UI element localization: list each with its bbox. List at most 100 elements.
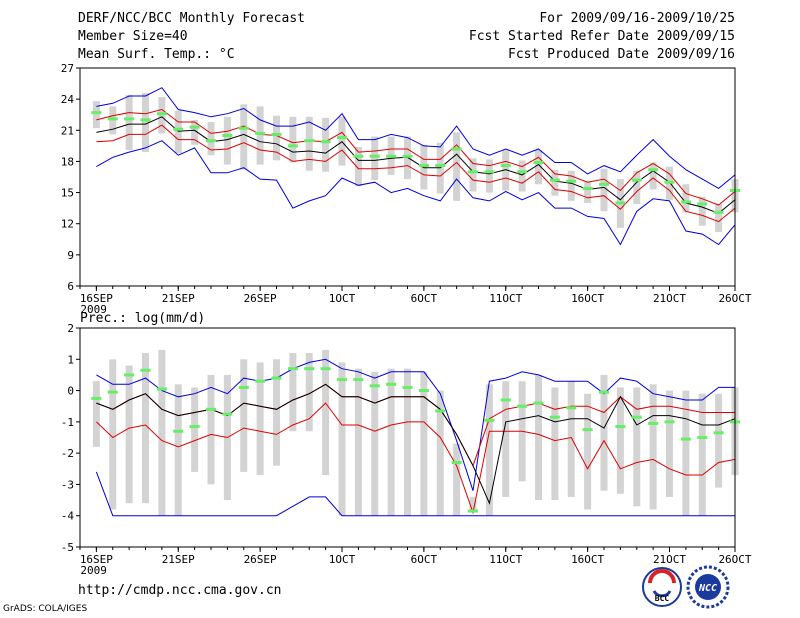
- box-1-20: [158, 349, 166, 516]
- median-0-46: [582, 186, 593, 190]
- median-1-34: [386, 382, 397, 386]
- median-0-20: [156, 112, 167, 116]
- median-1-20: [156, 387, 167, 391]
- box-1-47: [600, 374, 608, 491]
- median-1-19: [140, 368, 151, 372]
- box-0-28: [289, 116, 297, 163]
- box-0-43: [535, 150, 542, 185]
- x-tick-label-1-41: 11OCT: [489, 553, 522, 566]
- box-0-18: [125, 94, 133, 151]
- median-1-43: [533, 401, 544, 405]
- ncc-logo: NCC: [686, 565, 730, 609]
- y-tick-label-1--4: -4: [61, 510, 75, 523]
- box-0-23: [207, 121, 215, 156]
- median-0-32: [353, 154, 364, 158]
- lower-outer-line-0: [96, 140, 736, 246]
- y-tick-label-1-2: 2: [67, 322, 74, 335]
- box-1-36: [420, 371, 428, 516]
- source-url[interactable]: http://cmdp.ncc.cma.gov.cn: [78, 583, 282, 598]
- x-tick-label-1-36: 6OCT: [411, 553, 438, 566]
- box-0-29: [305, 116, 313, 171]
- median-0-26: [255, 131, 266, 135]
- median-0-40: [484, 170, 495, 174]
- box-1-52: [682, 390, 690, 516]
- median-0-24: [222, 133, 233, 137]
- median-0-33: [369, 154, 380, 158]
- box-0-44: [551, 169, 559, 196]
- box-0-54: [715, 203, 723, 233]
- lower-inner-line-1: [96, 402, 736, 515]
- median-0-42: [517, 170, 528, 174]
- ncc-logo-text: NCC: [698, 583, 717, 594]
- x-tick-label-0-51: 21OCT: [653, 292, 686, 305]
- median-1-17: [107, 390, 118, 394]
- box-0-26: [256, 106, 264, 165]
- forecast-start-date: Fcst Started Refer Date 2009/09/15: [468, 29, 735, 44]
- median-0-38: [451, 147, 462, 151]
- median-0-22: [189, 125, 200, 129]
- median-0-44: [549, 178, 560, 182]
- median-0-52: [680, 200, 691, 204]
- box-0-49: [633, 170, 641, 204]
- forecast-period: For 2009/09/16-2009/10/25: [539, 11, 735, 26]
- median-1-21: [173, 429, 184, 433]
- median-1-44: [549, 415, 560, 419]
- median-0-19: [140, 118, 151, 122]
- box-1-31: [338, 362, 346, 516]
- x-tick-label-1-51: 21OCT: [653, 553, 686, 566]
- box-1-30: [322, 349, 330, 476]
- median-1-37: [435, 409, 446, 413]
- median-1-42: [517, 404, 528, 408]
- box-0-50: [649, 162, 657, 190]
- box-1-18: [125, 365, 133, 504]
- box-1-26: [256, 362, 264, 476]
- upper-outer-line-1: [96, 358, 735, 491]
- median-1-50: [648, 421, 659, 425]
- y-tick-label-0-15: 15: [61, 187, 74, 200]
- median-1-16: [91, 396, 102, 400]
- median-1-36: [418, 389, 429, 393]
- box-0-41: [502, 150, 510, 191]
- x-tick-label-1-46: 16OCT: [571, 553, 604, 566]
- median-1-46: [582, 428, 593, 432]
- median-0-54: [713, 210, 724, 214]
- x-tick-label-0-56: 26OCT: [718, 292, 751, 305]
- box-0-53: [698, 196, 706, 226]
- box-1-33: [371, 371, 379, 516]
- median-0-48: [615, 201, 626, 205]
- box-0-17: [109, 106, 117, 135]
- grads-credit: GrADS: COLA/IGES: [3, 604, 88, 614]
- box-1-32: [354, 368, 362, 516]
- y-tick-label-0-9: 9: [67, 249, 74, 262]
- x-tick-label-1-16: 16SEP: [80, 553, 113, 566]
- median-0-29: [304, 139, 315, 143]
- box-1-38: [453, 443, 461, 516]
- median-1-22: [189, 425, 200, 429]
- ensemble-mean-line-0: [96, 116, 736, 214]
- median-0-25: [238, 126, 249, 130]
- median-0-23: [206, 139, 216, 143]
- median-1-49: [631, 415, 642, 419]
- x-tick-label-0-26: 26SEP: [244, 292, 277, 305]
- median-0-51: [664, 180, 675, 184]
- bcc-logo: BCC: [642, 567, 682, 607]
- median-1-48: [615, 425, 626, 429]
- median-1-23: [206, 407, 216, 411]
- forecast-produced-date: Fcst Produced Date 2009/09/16: [508, 47, 735, 62]
- median-0-39: [468, 170, 478, 174]
- x-tick-label-1-26: 26SEP: [244, 553, 277, 566]
- box-1-41: [502, 381, 510, 497]
- x-tick-label-0-46: 16OCT: [571, 292, 604, 305]
- y-tick-label-0-27: 27: [61, 62, 74, 75]
- box-0-40: [485, 159, 493, 193]
- box-1-21: [174, 384, 182, 516]
- median-0-50: [648, 168, 659, 172]
- median-1-53: [697, 436, 708, 439]
- upper-inner-line-0: [96, 108, 736, 206]
- median-0-27: [271, 132, 282, 136]
- y-tick-label-1--2: -2: [61, 447, 74, 460]
- box-1-17: [109, 359, 117, 510]
- median-0-18: [124, 117, 135, 121]
